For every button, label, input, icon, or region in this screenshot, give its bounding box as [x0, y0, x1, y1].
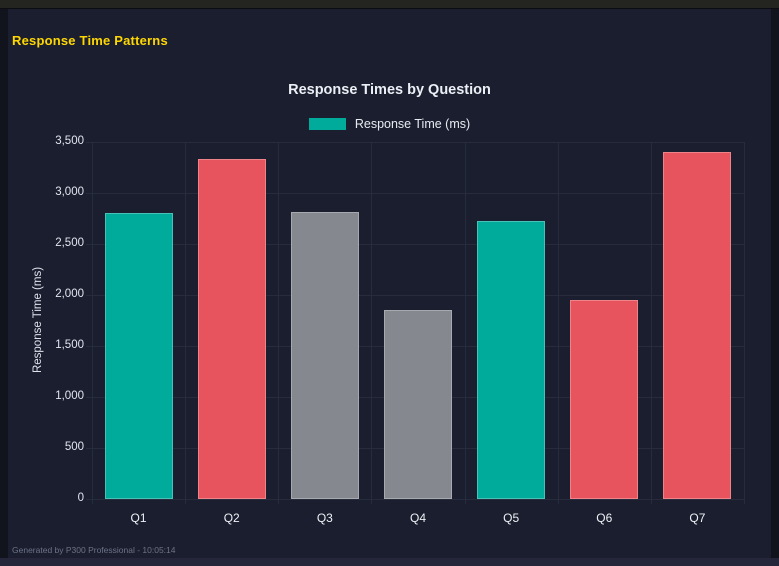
- gridline-vertical: [557, 142, 559, 504]
- legend-swatch: [308, 118, 346, 130]
- chart-legend: Response Time (ms): [8, 116, 771, 132]
- bar-q3[interactable]: [290, 212, 359, 499]
- y-tick-label: 0: [77, 492, 84, 504]
- gridline-horizontal: [86, 499, 744, 500]
- x-tick-label-q4: Q4: [409, 511, 426, 525]
- bottom-bar: [0, 558, 779, 566]
- y-tick-label: 3,000: [55, 186, 84, 198]
- bar-q1[interactable]: [104, 213, 173, 499]
- gridline-vertical: [464, 142, 466, 504]
- bar-q6[interactable]: [570, 300, 639, 499]
- gridline-vertical: [278, 142, 280, 504]
- page-title: Response Time Patterns: [12, 33, 168, 48]
- x-tick-label-q5: Q5: [503, 511, 520, 525]
- bar-q2[interactable]: [197, 159, 266, 499]
- y-tick-label: 500: [64, 441, 84, 453]
- x-tick-label-q2: Q2: [223, 511, 240, 525]
- gridline-horizontal: [86, 244, 744, 245]
- y-axis-title: Response Time (ms): [32, 266, 44, 374]
- gridline-vertical: [371, 142, 373, 504]
- chart-plot-area[interactable]: 0 500 1,000 1,500 2,000 2,500 3,000 3,500 Q1 Q2 Q3…: [55, 135, 745, 525]
- window-top-bar: [0, 0, 779, 9]
- bar-q7[interactable]: [663, 152, 732, 499]
- x-tick-label-q1: Q1: [130, 511, 147, 525]
- footer-text: Generated by P300 Professional - 10:05:1…: [12, 545, 176, 555]
- gridline-horizontal: [86, 295, 744, 296]
- legend-label: Response Time (ms): [354, 117, 471, 131]
- gridline-vertical: [744, 142, 745, 504]
- gridline-vertical: [185, 142, 187, 504]
- gridline-vertical: [92, 142, 93, 504]
- y-tick-label: 1,000: [55, 390, 84, 402]
- bar-q4[interactable]: [384, 310, 452, 499]
- bar-q5[interactable]: [477, 220, 546, 499]
- chart-title: Response Times by Question: [288, 82, 491, 98]
- y-tick-label: 3,500: [55, 135, 84, 147]
- gridline-horizontal: [86, 193, 744, 194]
- y-tick-label: 2,000: [55, 288, 84, 300]
- gridline-horizontal: [86, 142, 744, 143]
- x-tick-label-q3: Q3: [316, 511, 333, 525]
- x-tick-label-q6: Q6: [596, 511, 613, 525]
- chart-card: Response Time Patterns Response Times by…: [8, 9, 771, 558]
- legend-item[interactable]: Response Time (ms): [308, 117, 471, 131]
- gridline-vertical: [650, 142, 652, 504]
- y-tick-label: 1,500: [55, 339, 84, 351]
- x-tick-label-q7: Q7: [689, 511, 706, 525]
- y-tick-label: 2,500: [55, 237, 84, 249]
